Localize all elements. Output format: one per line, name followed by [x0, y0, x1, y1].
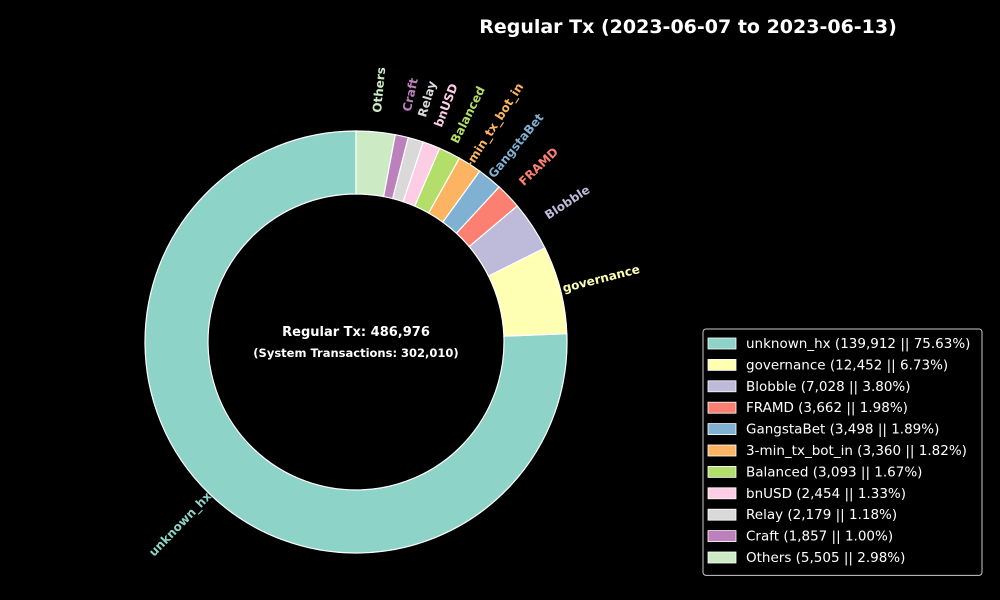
legend-entry-3-min-tx-bot-in: 3-min_tx_bot_in (3,360 || 1.82%) — [746, 443, 967, 459]
legend-swatch-unknown-hx — [707, 337, 737, 350]
slice-label-blobble: Blobble — [542, 183, 592, 223]
legend-entry-relay: Relay (2,179 || 1.18%) — [746, 507, 897, 523]
legend-entry-framd: FRAMD (3,662 || 1.98%) — [746, 400, 908, 416]
legend-entry-blobble: Blobble (7,028 || 3.80%) — [746, 379, 911, 395]
legend-swatch-gangstabet — [707, 423, 737, 436]
legend-entry-others: Others (5,505 || 2.98%) — [746, 550, 905, 566]
legend-entry-craft: Craft (1,857 || 1.00%) — [746, 529, 893, 545]
legend-swatch-relay — [707, 508, 737, 521]
legend-entry-bnusd: bnUSD (2,454 || 1.33%) — [746, 486, 906, 502]
slice-others — [355, 130, 396, 198]
legend-swatch-balanced — [707, 465, 737, 478]
legend-swatch-craft — [707, 530, 737, 542]
center-system-label: (System Transactions: 302,010) — [253, 346, 458, 360]
legend-swatch-governance — [707, 358, 737, 371]
slice-unknown-hx — [144, 130, 568, 554]
legend-swatch-others — [707, 551, 737, 564]
slice-label-others: Others — [370, 66, 388, 113]
legend-entry-balanced: Balanced (3,093 || 1.67%) — [746, 464, 922, 480]
slice-label-framd: FRAMD — [516, 145, 561, 189]
legend-entry-gangstabet: GangstaBet (3,498 || 1.89%) — [746, 422, 939, 438]
legend-frame — [702, 328, 983, 576]
legend-swatch-framd — [707, 401, 737, 414]
legend-swatch-bnusd — [707, 487, 737, 500]
slice-label-unknown-hx: unknown_hx — [146, 489, 215, 560]
chart-title: Regular Tx (2023-06-07 to 2023-06-13) — [479, 16, 897, 38]
legend-swatch-blobble — [707, 380, 737, 393]
legend: unknown_hx (139,912 || 75.63%) governance… — [702, 328, 983, 576]
donut-slices — [144, 130, 568, 554]
legend-entry-unknown-hx: unknown_hx (139,912 || 75.63%) — [746, 336, 970, 352]
slice-label-governance: governance — [561, 262, 641, 295]
legend-entry-governance: governance (12,452 || 6.73%) — [746, 357, 948, 373]
center-total-label: Regular Tx: 486,976 — [282, 325, 430, 340]
legend-swatch-3-min-tx-bot-in — [707, 444, 737, 457]
